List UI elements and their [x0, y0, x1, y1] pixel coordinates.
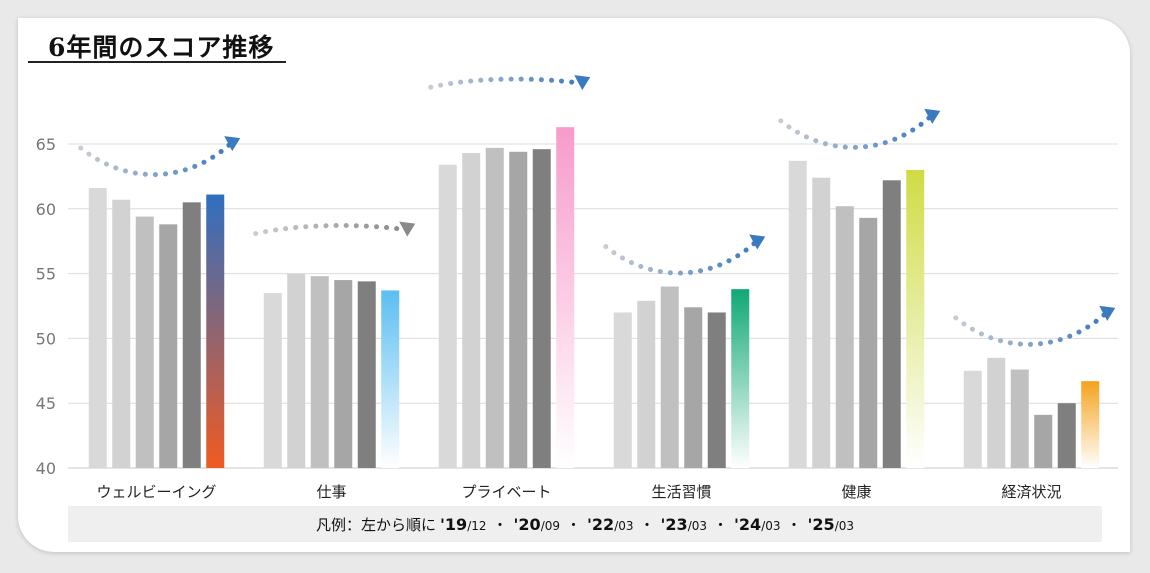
y-axis-ticks: 40 45 50 55 60 65 [36, 135, 56, 478]
legend-year: '24 [734, 514, 762, 534]
bar [812, 177, 831, 469]
bar [357, 281, 376, 468]
legend-year: '19 [440, 514, 468, 534]
y-tick-label: 40 [36, 459, 56, 478]
bar [707, 312, 726, 468]
legend: 凡例：左から順に '19/12 ・ '20/09 ・ '22/03 ・ '23/03 ・ '24… [68, 506, 1102, 542]
legend-separator: ・ [492, 515, 508, 534]
legend-separator: ・ [786, 515, 802, 534]
bar [462, 153, 481, 468]
legend-month: /03 [834, 518, 854, 533]
y-tick-label: 65 [36, 135, 56, 154]
bar [835, 206, 854, 468]
y-tick-label: 55 [36, 265, 56, 284]
bar [532, 149, 551, 468]
bar [1081, 381, 1100, 468]
bar [906, 169, 925, 469]
bar [882, 180, 901, 468]
bar [1057, 403, 1076, 468]
trend-arrow-path [253, 223, 408, 237]
category-labels: ウェルビーイング 仕事 プライベート 生活習慣 健康 経済状況 [96, 483, 1061, 501]
bar [1010, 369, 1029, 468]
trend-arrow-head [924, 108, 941, 124]
trend-arrow-path [78, 141, 233, 178]
bar [637, 300, 656, 468]
bars [88, 127, 1100, 469]
trend-arrow-path [603, 240, 758, 276]
trend-arrow-path [953, 311, 1108, 347]
trend-arrow-head [574, 75, 591, 91]
bar [509, 151, 528, 468]
bar [485, 147, 504, 468]
trend-arrow-head [224, 136, 241, 152]
bar [963, 370, 982, 468]
y-tick-label: 45 [36, 394, 56, 413]
legend-separator: ・ [566, 515, 582, 534]
bar [859, 217, 878, 468]
bar [613, 312, 632, 468]
bar [206, 194, 225, 468]
category-label: 健康 [841, 483, 871, 501]
category-label: 生活習慣 [651, 483, 711, 501]
legend-items: '19/12 ・ '20/09 ・ '22/03 ・ '23/03 ・ '24/03 ・ '25/0… [436, 514, 854, 535]
bar [310, 276, 329, 468]
bar [88, 188, 107, 468]
bar [731, 289, 750, 468]
trend-arrow-head [399, 221, 416, 237]
category-label: プライベート [461, 483, 551, 501]
bar [1034, 414, 1053, 468]
bar [381, 290, 400, 468]
legend-month: /09 [540, 518, 560, 533]
bar [135, 216, 154, 468]
legend-month: /12 [467, 518, 487, 533]
bar [438, 164, 457, 468]
trend-arrow-path [428, 76, 583, 90]
bar [987, 357, 1006, 468]
legend-year: '22 [587, 514, 615, 534]
trend-arrow-head [749, 234, 766, 250]
category-label: ウェルビーイング [96, 483, 216, 501]
category-label: 経済状況 [1001, 483, 1061, 501]
legend-prefix: 凡例：左から順に [316, 515, 437, 534]
y-tick-label: 60 [36, 200, 56, 219]
trend-arrow-head [1099, 305, 1116, 321]
bar [660, 286, 679, 468]
legend-separator: ・ [639, 515, 655, 534]
legend-month: /03 [761, 518, 781, 533]
trend-arrow-path [778, 114, 933, 150]
legend-month: /03 [687, 518, 707, 533]
legend-year: '25 [807, 514, 835, 534]
legend-month: /03 [614, 518, 634, 533]
y-tick-label: 50 [36, 329, 56, 348]
bar [263, 293, 282, 468]
bar [159, 224, 178, 468]
legend-year: '23 [660, 514, 688, 534]
bar [788, 160, 807, 468]
legend-year: '20 [513, 514, 541, 534]
bar [182, 202, 201, 468]
legend-separator: ・ [713, 515, 729, 534]
title-underline [28, 61, 286, 63]
bar [334, 280, 353, 468]
grid-lines [68, 143, 1118, 469]
bar [112, 199, 131, 468]
bar [556, 127, 575, 468]
bar [287, 273, 306, 468]
trend-arrows [78, 75, 1116, 347]
category-label: 仕事 [316, 483, 346, 501]
bar [684, 307, 703, 468]
chart-title: 6年間のスコア推移 [48, 33, 275, 62]
